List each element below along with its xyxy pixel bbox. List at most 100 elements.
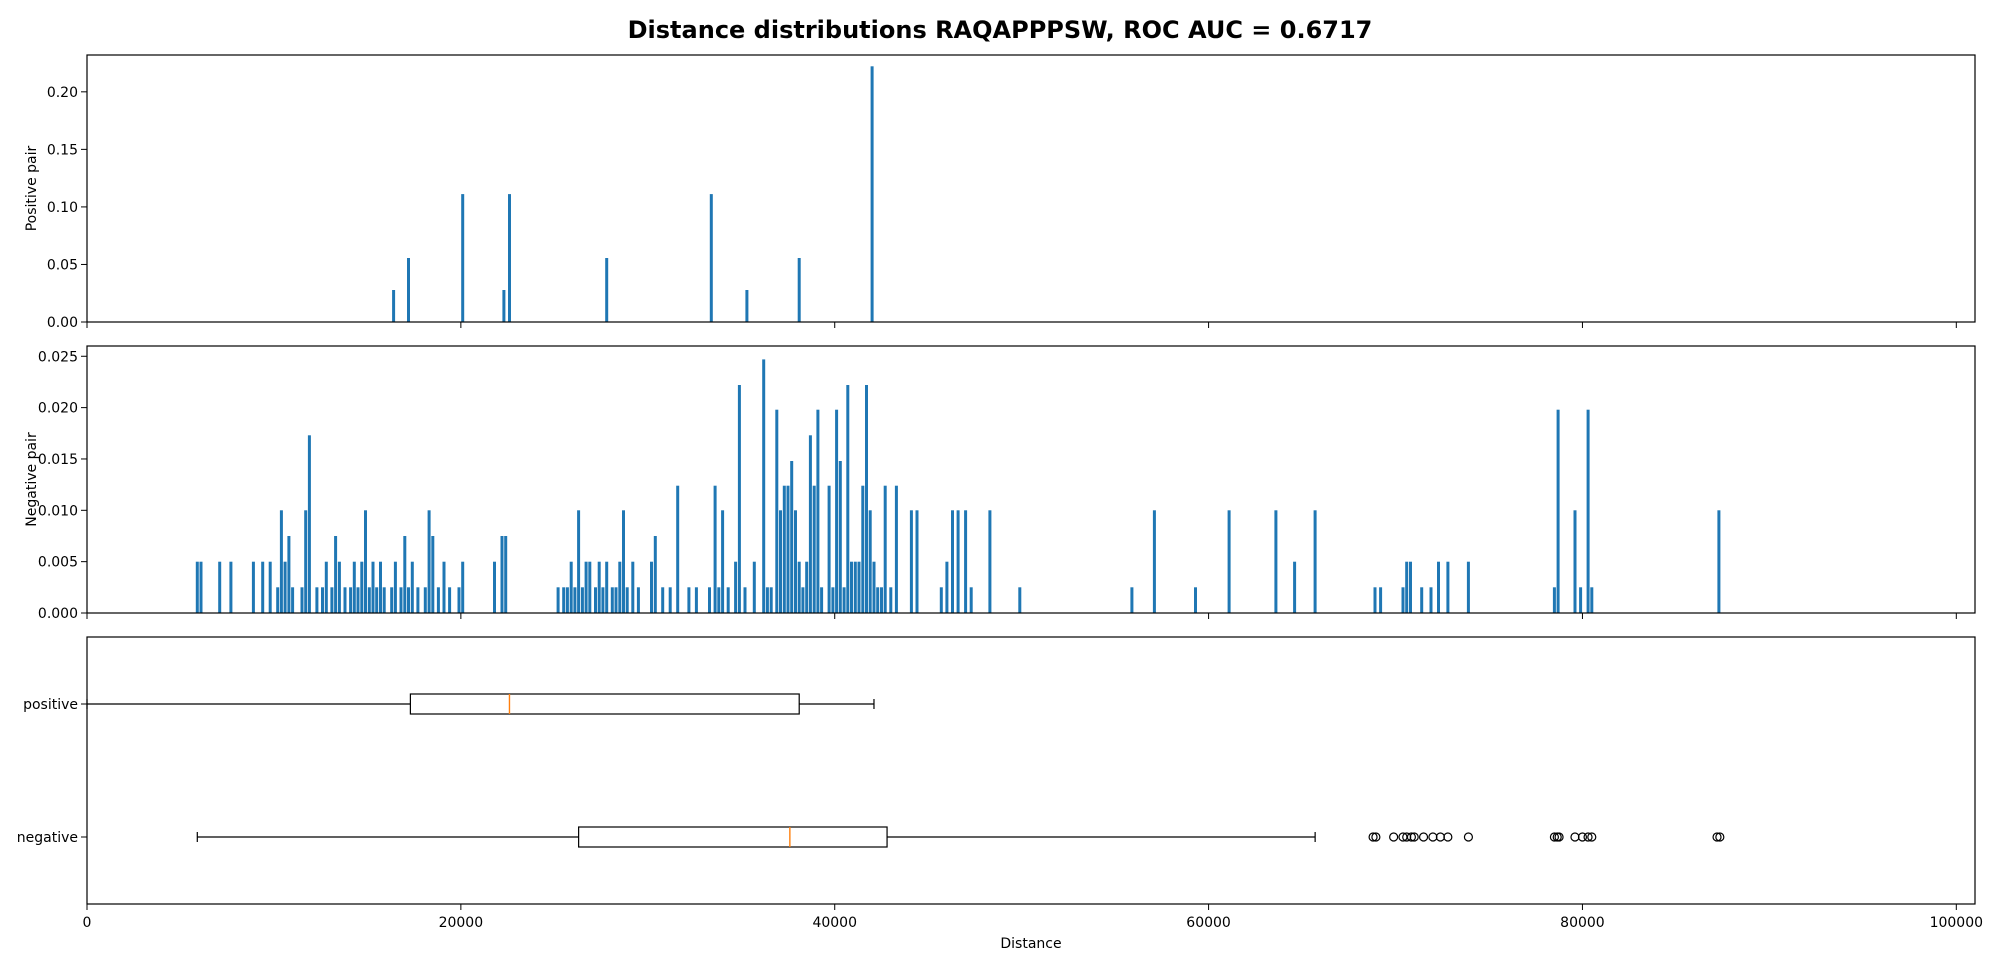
negative-bar xyxy=(676,485,680,613)
negative-bar xyxy=(687,587,691,613)
negative-bar xyxy=(769,587,773,613)
negative-ytick-label: 0.020 xyxy=(38,401,78,417)
negative-outlier xyxy=(1418,832,1429,842)
negative-bar xyxy=(427,510,431,613)
negative-bar xyxy=(556,587,560,613)
negative-bar xyxy=(1466,561,1470,613)
negative-bar xyxy=(790,461,794,613)
boxplot-panel: positive negative 0 20000 40000 60000 80000 100… xyxy=(17,636,1983,952)
negative-bar xyxy=(423,587,427,613)
negative-bar xyxy=(1429,587,1433,613)
negative-bar xyxy=(827,485,831,613)
negative-bar xyxy=(352,561,356,613)
negative-bar xyxy=(868,510,872,613)
negative-bar xyxy=(287,536,291,613)
negative-outlier xyxy=(1577,832,1588,842)
negative-outlier xyxy=(1463,832,1474,842)
negative-bar xyxy=(726,587,730,613)
negative-bar xyxy=(276,587,280,613)
negative-box xyxy=(578,826,888,848)
negative-outlier xyxy=(1371,832,1381,842)
negative-bar xyxy=(601,587,605,613)
negative-bar xyxy=(876,587,880,613)
negative-bar xyxy=(951,510,954,613)
negative-bar xyxy=(573,587,577,613)
positive-bar xyxy=(508,194,511,322)
negative-bar xyxy=(653,536,657,613)
positive-bar xyxy=(745,290,749,322)
xtick-label: 80000 xyxy=(1560,915,1605,931)
negative-bar xyxy=(268,561,272,613)
negative-bar xyxy=(442,561,446,613)
xtick-label: 20000 xyxy=(439,915,484,931)
negative-bar xyxy=(195,561,199,613)
negative-bar xyxy=(812,485,816,613)
negative-bar xyxy=(988,510,992,613)
negative-outlier xyxy=(1406,832,1417,842)
negative-bar xyxy=(504,536,508,613)
negative-outlier xyxy=(1409,832,1419,842)
negative-bar xyxy=(315,587,319,613)
negative-bar xyxy=(597,561,601,613)
negative-bar xyxy=(1556,409,1560,613)
negative-bar xyxy=(1437,561,1440,613)
negative-bar xyxy=(964,510,968,613)
negative-bar xyxy=(805,561,809,613)
negative-bar xyxy=(360,561,364,613)
negative-bar xyxy=(251,561,255,613)
negative-outlier xyxy=(1368,832,1378,842)
negative-bar xyxy=(915,510,919,613)
negative-bar xyxy=(300,587,304,613)
negative-bar xyxy=(580,587,584,613)
positive-bar xyxy=(392,290,396,322)
negative-bar xyxy=(324,561,328,613)
negative-bar xyxy=(762,359,766,613)
negative-bar xyxy=(1586,409,1590,613)
positive-ytick-label: 0.05 xyxy=(47,257,78,273)
negative-ytick-label: 0.015 xyxy=(38,452,78,468)
negative-bar xyxy=(218,561,222,613)
negative-bar xyxy=(1420,587,1424,613)
negative-outlier xyxy=(1712,832,1722,842)
negative-bar xyxy=(334,536,338,613)
negative-bar xyxy=(650,561,653,613)
negative-bar xyxy=(390,587,394,613)
negative-bar xyxy=(356,587,360,613)
negative-bar xyxy=(956,510,960,613)
negative-bar xyxy=(1313,510,1317,613)
negative-outlier xyxy=(1554,832,1564,842)
negative-bar xyxy=(403,536,407,613)
negative-bar xyxy=(457,587,461,613)
negative-bar xyxy=(865,385,868,613)
negative-bar xyxy=(321,587,324,613)
negative-bar xyxy=(797,561,801,613)
negative-bar xyxy=(857,561,861,613)
negative-bar xyxy=(743,587,747,613)
negative-bar xyxy=(291,587,295,613)
boxplot-axes-frame xyxy=(86,636,1976,905)
negative-bar xyxy=(614,587,618,613)
positive-ytick-label: 0.20 xyxy=(47,85,78,101)
negative-bar xyxy=(636,587,640,613)
negative-bar xyxy=(382,587,386,613)
negative-bar xyxy=(1130,587,1134,613)
negative-bar xyxy=(801,587,805,613)
negative-bar xyxy=(261,561,265,613)
negative-bar xyxy=(668,587,672,613)
negative-bar xyxy=(625,587,629,613)
negative-bar xyxy=(588,561,592,613)
negative-bar xyxy=(307,435,311,613)
positive-axes-frame xyxy=(86,54,1976,323)
negative-bar xyxy=(199,561,203,613)
negative-bar xyxy=(605,561,609,613)
positive-histogram-panel: 0.00 0.05 0.10 0.15 0.20 Positive pair xyxy=(24,54,1976,331)
negative-bar xyxy=(816,409,820,613)
negative-bar xyxy=(577,510,581,613)
negative-bar xyxy=(1274,510,1278,613)
positive-bar xyxy=(461,194,465,322)
negative-bar xyxy=(894,485,898,613)
positive-bar xyxy=(407,258,410,322)
positive-ytick-label: 0.00 xyxy=(47,315,78,331)
negative-bar xyxy=(631,561,635,613)
